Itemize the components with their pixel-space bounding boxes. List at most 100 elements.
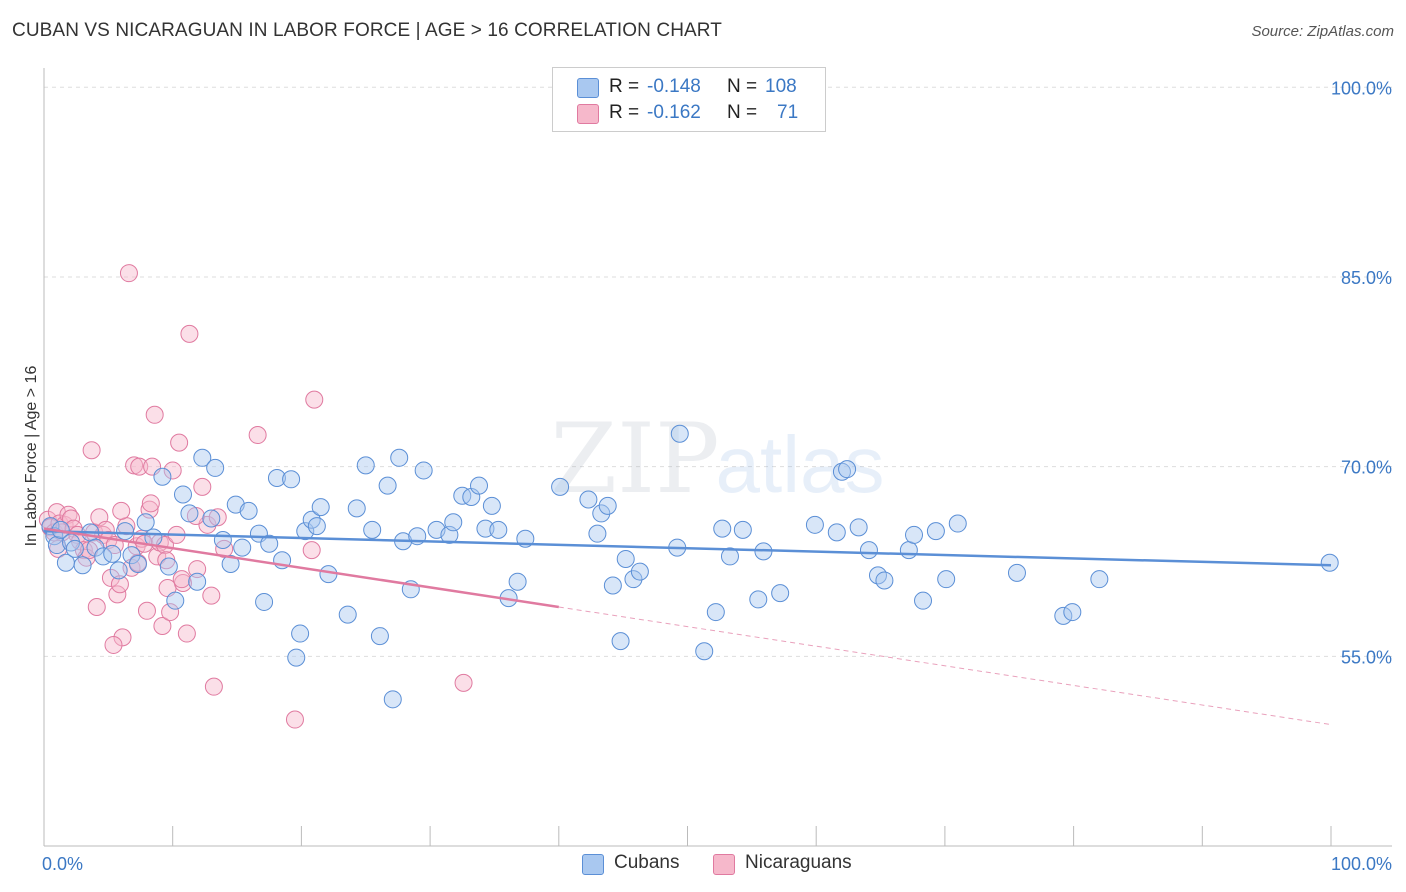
data-point-cubans <box>444 513 463 532</box>
data-point-cubans <box>1007 563 1026 582</box>
data-point-nicaraguans <box>208 508 227 527</box>
stats-legend: R = -0.148 N = 108 R = -0.162 N = 71 <box>552 67 826 132</box>
legend-label-nicaraguans: Nicaraguans <box>745 852 852 873</box>
data-point-nicaraguans <box>454 673 473 692</box>
axes <box>43 68 1392 847</box>
data-point-nicaraguans <box>180 324 199 343</box>
legend-n-value: 108 <box>765 76 797 97</box>
data-point-cubans <box>749 590 768 609</box>
data-point-nicaraguans <box>172 570 191 589</box>
data-point-cubans <box>173 485 192 504</box>
data-point-cubans <box>592 504 611 523</box>
data-point-cubans <box>378 476 397 495</box>
data-point-cubans <box>166 591 185 610</box>
data-point-cubans <box>282 470 301 489</box>
data-point-cubans <box>624 570 643 589</box>
data-point-nicaraguans <box>193 477 212 496</box>
legend-n-label: N = <box>727 76 758 97</box>
data-point-cubans <box>188 572 207 591</box>
y-tick-label: 70.0% <box>1341 458 1392 478</box>
data-point-cubans <box>260 534 279 553</box>
data-point-cubans <box>267 469 286 488</box>
legend-r-value: -0.162 <box>647 102 701 123</box>
data-point-nicaraguans <box>137 601 156 620</box>
data-point-cubans <box>827 523 846 542</box>
legend-r-label: R = <box>609 102 640 123</box>
data-point-cubans <box>65 539 84 558</box>
data-point-cubans <box>670 424 689 443</box>
data-point-nicaraguans <box>204 677 223 696</box>
data-point-cubans <box>233 538 252 557</box>
data-point-cubans <box>1063 603 1082 622</box>
watermark-atlas: atlas <box>716 420 885 509</box>
legend-r-label: R = <box>609 76 640 97</box>
data-point-cubans <box>603 576 622 595</box>
data-point-cubans <box>109 561 128 580</box>
data-point-nicaraguans <box>285 710 304 729</box>
data-point-cubans <box>453 486 472 505</box>
data-point-cubans <box>805 515 824 534</box>
data-point-cubans <box>159 557 178 576</box>
data-point-cubans <box>319 565 338 584</box>
data-point-cubans <box>926 522 945 541</box>
data-point-cubans <box>1320 553 1339 572</box>
data-point-cubans <box>311 498 330 517</box>
data-point-cubans <box>937 570 956 589</box>
data-point-cubans <box>255 592 274 611</box>
data-point-nicaraguans <box>145 405 164 424</box>
data-point-cubans <box>733 520 752 539</box>
data-point-cubans <box>206 458 225 477</box>
data-point-nicaraguans <box>177 624 196 643</box>
data-point-cubans <box>875 571 894 590</box>
data-point-cubans <box>899 541 918 560</box>
x-tick-labels: 0.0% 100.0% <box>42 854 1392 874</box>
data-point-cubans <box>706 603 725 622</box>
data-point-cubans <box>390 448 409 467</box>
data-point-cubans <box>832 462 851 481</box>
data-point-cubans <box>849 518 868 537</box>
data-point-cubans <box>363 520 382 539</box>
data-point-cubans <box>136 513 155 532</box>
data-point-cubans <box>307 517 326 536</box>
data-point-nicaraguans <box>130 457 149 476</box>
data-point-cubans <box>482 496 501 515</box>
data-point-cubans <box>221 555 240 574</box>
data-point-cubans <box>611 632 630 651</box>
data-point-cubans <box>103 544 122 563</box>
data-point-cubans <box>128 555 147 574</box>
data-point-cubans <box>914 591 933 610</box>
data-point-cubans <box>383 690 402 709</box>
data-point-cubans <box>291 624 310 643</box>
legend-n-label: N = <box>727 102 758 123</box>
x-tick-label: 0.0% <box>42 854 83 874</box>
data-point-cubans <box>47 536 66 555</box>
data-point-cubans <box>470 476 489 495</box>
data-point-cubans <box>859 541 878 560</box>
data-point-cubans <box>630 562 649 581</box>
data-point-nicaraguans <box>163 461 182 480</box>
data-point-cubans <box>771 584 790 603</box>
data-point-cubans <box>713 519 732 538</box>
data-point-nicaraguans <box>112 501 131 520</box>
data-point-cubans <box>153 467 172 486</box>
y-tick-labels: 55.0% 70.0% 85.0% 100.0% <box>1331 78 1392 667</box>
data-point-cubans <box>720 547 739 566</box>
legend-swatch-cubans <box>582 854 604 875</box>
data-point-cubans <box>213 530 232 549</box>
data-point-cubans <box>598 496 617 515</box>
data-point-cubans <box>579 490 598 509</box>
legend-label-cubans: Cubans <box>614 852 680 873</box>
data-point-cubans <box>476 519 495 538</box>
data-point-cubans <box>239 501 258 520</box>
data-point-cubans <box>73 556 92 575</box>
trend-line-nicaraguans <box>43 527 559 609</box>
legend-swatch-nicaraguans <box>713 854 735 875</box>
watermark: ZIP atlas <box>550 403 884 515</box>
data-point-nicaraguans <box>202 586 221 605</box>
data-point-cubans <box>180 504 199 523</box>
data-point-cubans <box>588 524 607 543</box>
data-point-nicaraguans <box>170 433 189 452</box>
data-point-cubans <box>616 549 635 568</box>
data-point-nicaraguans <box>141 494 160 513</box>
source-label[interactable]: Source: ZipAtlas.com <box>1251 23 1394 40</box>
